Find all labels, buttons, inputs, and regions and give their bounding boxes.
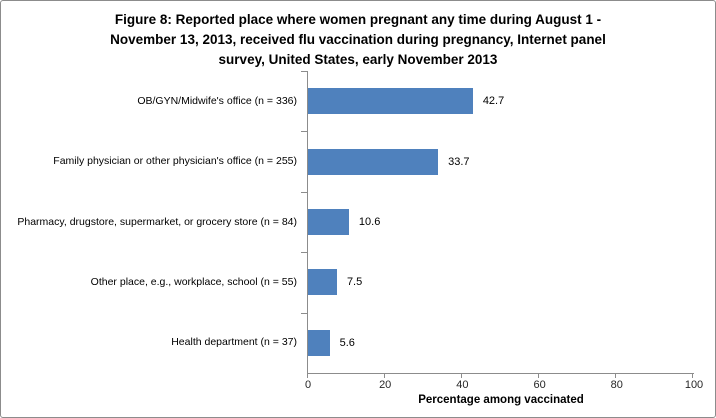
bar-family-physician (308, 148, 439, 175)
value-axis-line (307, 373, 694, 374)
bar-pharmacy (308, 209, 349, 236)
category-axis-tick (301, 192, 308, 193)
category-label-pharmacy: Pharmacy, drugstore, supermarket, or gro… (17, 215, 297, 228)
value-axis-tick (307, 374, 308, 378)
category-label-obgyn: OB/GYN/Midwife's office (n = 336) (137, 94, 297, 107)
chart-title-line-3: survey, United States, early November 20… (218, 52, 498, 67)
category-axis-labels: OB/GYN/Midwife's office (n = 336) Family… (7, 71, 297, 373)
plot-area: 42.7 33.7 10.6 7.5 5.6 (308, 71, 694, 373)
value-axis-tick-label: 60 (533, 379, 546, 391)
value-axis-tick (461, 374, 462, 378)
bar-value-label: 33.7 (448, 155, 470, 168)
bar-row: 42.7 (308, 71, 694, 131)
bar-value-label: 5.6 (339, 336, 355, 349)
value-axis-tick-label: 20 (379, 379, 392, 391)
value-axis-tick-label: 100 (684, 379, 704, 391)
value-axis-tick (692, 374, 693, 378)
value-axis-tick (615, 374, 616, 378)
bar-other-place (308, 269, 337, 296)
category-label-row: Family physician or other physician's of… (7, 131, 297, 191)
value-axis-tick-label: 80 (610, 379, 623, 391)
bar-obgyn (308, 88, 473, 115)
category-axis-tick (301, 313, 308, 314)
category-label-family-physician: Family physician or other physician's of… (53, 155, 297, 168)
category-label-row: Other place, e.g., workplace, school (n … (7, 252, 297, 312)
bar-row: 33.7 (308, 131, 694, 191)
category-label-health-department: Health department (n = 37) (171, 336, 297, 349)
chart-title: Figure 8: Reported place where women pre… (1, 10, 715, 70)
chart-title-line-1: Figure 8: Reported place where women pre… (114, 12, 602, 27)
bar-health-department (308, 329, 330, 356)
value-axis-tick (384, 374, 385, 378)
bar-row: 5.6 (308, 313, 694, 373)
category-axis-tick (301, 252, 308, 253)
chart-title-line-2: November 13, 2013, received flu vaccinat… (110, 32, 606, 47)
category-axis-tick (301, 71, 308, 72)
value-axis-tick-label: 0 (304, 379, 312, 391)
category-axis-tick (301, 131, 308, 132)
bar-value-label: 10.6 (358, 216, 381, 229)
value-axis-tick (538, 374, 539, 378)
value-axis-title: Percentage among vaccinated (418, 394, 584, 406)
bar-row: 7.5 (308, 252, 694, 312)
category-label-row: Health department (n = 37) (7, 313, 297, 373)
category-label-row: OB/GYN/Midwife's office (n = 336) (7, 71, 297, 131)
category-axis-line (307, 71, 308, 374)
bar-row: 10.6 (308, 192, 694, 252)
category-label-other-place: Other place, e.g., workplace, school (n … (90, 275, 297, 288)
bar-value-label: 7.5 (346, 276, 363, 289)
value-axis-tick-label: 40 (456, 379, 469, 391)
value-axis-tick-labels: 0 20 40 60 80 100 (304, 379, 703, 393)
bar-value-label: 42.7 (482, 95, 505, 108)
category-label-row: Pharmacy, drugstore, supermarket, or gro… (7, 192, 297, 252)
